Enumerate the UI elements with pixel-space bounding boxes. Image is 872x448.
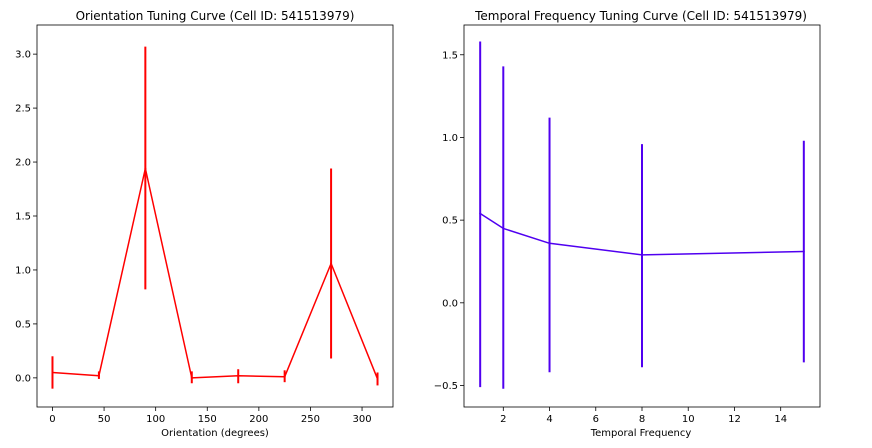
temporal-frequency-x-tick-label: 10 bbox=[682, 414, 695, 425]
orientation-y-tick-label: 0.0 bbox=[15, 373, 31, 384]
orientation-chart: Orientation Tuning Curve (Cell ID: 54151… bbox=[15, 9, 394, 439]
temporal-frequency-y-tick-label: 0.5 bbox=[442, 216, 458, 227]
temporal-frequency-x-tick-label: 6 bbox=[593, 414, 599, 425]
orientation-data-point bbox=[51, 371, 54, 374]
temporal-frequency-y-tick-label: 1.5 bbox=[442, 50, 458, 61]
orientation-data-point bbox=[190, 376, 193, 379]
orientation-data-point bbox=[97, 374, 100, 377]
temporal-frequency-data-point bbox=[641, 253, 643, 256]
orientation-data-point bbox=[283, 375, 286, 378]
temporal-frequency-data-point bbox=[502, 227, 505, 230]
orientation-data-point bbox=[237, 374, 240, 377]
temporal-frequency-data-point bbox=[548, 242, 551, 245]
orientation-y-tick-label: 2.5 bbox=[15, 104, 31, 115]
orientation-series-line bbox=[52, 167, 379, 380]
orientation-y-tick-label: 2.0 bbox=[15, 158, 31, 169]
orientation-data-point bbox=[330, 262, 333, 265]
orientation-x-tick-label: 300 bbox=[352, 414, 371, 425]
orientation-y-tick-label: 0.5 bbox=[15, 319, 31, 330]
temporal-frequency-x-tick-label: 8 bbox=[639, 414, 645, 425]
orientation-data-point bbox=[144, 167, 147, 170]
orientation-x-tick-label: 150 bbox=[198, 414, 217, 425]
orientation-x-tick-label: 200 bbox=[249, 414, 268, 425]
temporal-frequency-data-point bbox=[802, 250, 805, 253]
temporal-frequency-x-tick-label: 12 bbox=[728, 414, 741, 425]
orientation-x-tick-label: 100 bbox=[146, 414, 165, 425]
orientation-x-tick-label: 250 bbox=[301, 414, 320, 425]
orientation-x-axis-label: Orientation (degrees) bbox=[161, 428, 269, 439]
orientation-chart-title: Orientation Tuning Curve (Cell ID: 54151… bbox=[76, 9, 355, 23]
orientation-y-tick-label: 1.5 bbox=[15, 212, 31, 223]
temporal-frequency-y-tick-label: −0.5 bbox=[434, 381, 458, 392]
orientation-y-tick-label: 3.0 bbox=[15, 50, 31, 61]
temporal-frequency-chart: Temporal Frequency Tuning Curve (Cell ID… bbox=[434, 9, 821, 439]
orientation-y-tick-label: 1.0 bbox=[15, 265, 31, 276]
temporal-frequency-x-tick-label: 2 bbox=[500, 414, 506, 425]
temporal-frequency-x-tick-label: 4 bbox=[546, 414, 552, 425]
temporal-frequency-x-axis-label: Temporal Frequency bbox=[590, 428, 692, 439]
temporal-frequency-data-point bbox=[479, 212, 482, 215]
temporal-frequency-x-tick-label: 14 bbox=[774, 414, 787, 425]
orientation-data-point bbox=[376, 377, 379, 380]
orientation-plot-area: 0 50 100 150 200 250 300 0.0 0.5 1.0 1.5 2.0 2.5 3.0 bbox=[15, 46, 379, 425]
orientation-x-tick-label: 0 bbox=[49, 414, 55, 425]
temporal-frequency-plot-area: 2 4 6 8 10 12 14 −0.5 0.0 0.5 1.0 1.5 bbox=[434, 41, 805, 425]
temporal-frequency-chart-title: Temporal Frequency Tuning Curve (Cell ID… bbox=[474, 9, 807, 23]
orientation-x-tick-label: 50 bbox=[98, 414, 111, 425]
temporal-frequency-axes-frame bbox=[463, 24, 821, 408]
orientation-axes-frame bbox=[36, 24, 394, 408]
temporal-frequency-y-tick-label: 1.0 bbox=[442, 133, 458, 144]
temporal-frequency-y-tick-label: 0.0 bbox=[442, 298, 458, 309]
